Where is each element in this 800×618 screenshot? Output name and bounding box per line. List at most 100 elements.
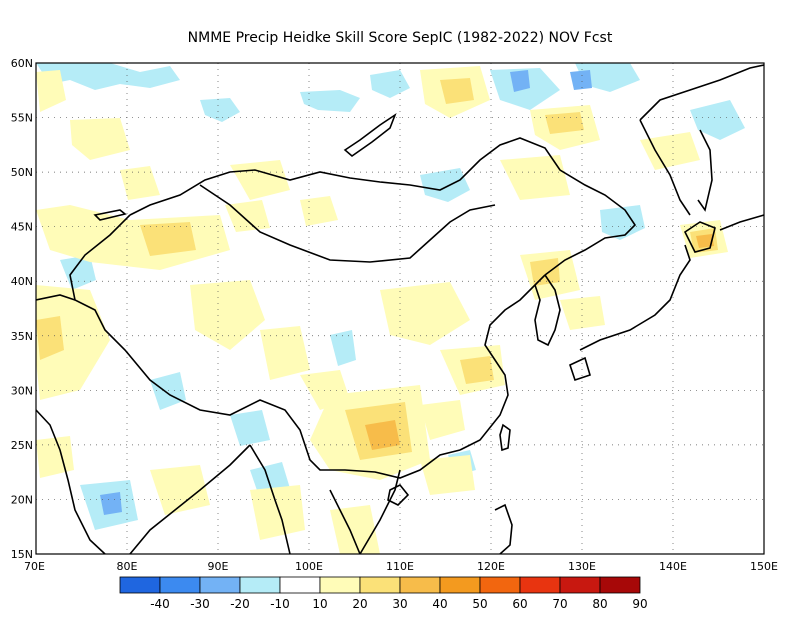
colorbar-label: 60 xyxy=(512,597,527,611)
pos-patch xyxy=(36,70,66,112)
latitude-tick-label: 15N xyxy=(11,548,33,561)
map-title: NMME Precip Heidke Skill Score SepIC (19… xyxy=(188,30,613,46)
neg-patch xyxy=(600,205,645,240)
lake-balkhash xyxy=(93,209,127,221)
colorbar-label: 70 xyxy=(552,597,567,611)
colorbar-label: 50 xyxy=(472,597,487,611)
skill-fill-patches xyxy=(36,63,745,554)
neg-patch-strong xyxy=(100,492,122,515)
latitude-tick-label: 35N xyxy=(11,330,33,343)
latitude-tick-label: 20N xyxy=(11,493,33,506)
pos-patch xyxy=(36,285,110,400)
colorbar-swatch xyxy=(599,576,641,594)
neg-patch-strong xyxy=(570,70,592,90)
colorbar-label: 90 xyxy=(632,597,647,611)
india-east-coast xyxy=(129,444,251,554)
longitude-tick-label: 130E xyxy=(568,560,596,573)
india-west-coast xyxy=(36,409,106,554)
west-border xyxy=(36,294,76,301)
neg-patch xyxy=(690,100,745,140)
colorbar-swatch xyxy=(439,576,481,594)
pos-patch xyxy=(70,118,130,160)
sakhalin-island xyxy=(697,129,713,212)
pos-patch xyxy=(380,282,470,345)
china-east-coast xyxy=(459,274,546,451)
neg-patch xyxy=(330,330,356,366)
neg-patch xyxy=(420,168,470,202)
pos-patch xyxy=(150,465,210,515)
pos-patch-strong xyxy=(530,258,560,286)
indochina-east xyxy=(359,469,401,554)
pos-patch xyxy=(500,155,570,200)
colorbar-swatch xyxy=(359,576,401,594)
pos-patch-strong xyxy=(440,78,474,104)
colorbar-label: -20 xyxy=(230,597,250,611)
kyushu-island xyxy=(569,356,591,382)
neg-patch-strong xyxy=(510,70,530,92)
pos-patch xyxy=(560,296,605,330)
pos-patch xyxy=(36,205,230,270)
map-plot-area xyxy=(35,62,765,555)
luzon-island xyxy=(494,503,513,554)
china-south-border xyxy=(69,214,461,479)
colorbar-swatch xyxy=(279,576,321,594)
negative-10-patches xyxy=(36,63,745,530)
pos-patch-orange xyxy=(696,234,714,248)
longitude-tick-label: 150E xyxy=(750,560,778,573)
longitude-tick-label: 80E xyxy=(117,560,138,573)
pos-patch-strong xyxy=(140,222,196,256)
pos-patch-strong xyxy=(545,112,584,134)
colorbar-swatch xyxy=(319,576,361,594)
pos-patch xyxy=(640,132,700,170)
longitude-tick-label: 110E xyxy=(386,560,414,573)
latitude-labels: 15N 20N 25N 30N 35N 40N 45N 50N 55N 60N xyxy=(11,57,33,561)
neg-patch xyxy=(370,70,410,98)
neg-patch xyxy=(300,90,360,112)
longitude-tick-label: 140E xyxy=(659,560,687,573)
pos-patch xyxy=(420,400,465,440)
pos-patch xyxy=(190,280,265,350)
positive-30-patches xyxy=(365,234,714,450)
china-north-border xyxy=(129,137,637,276)
colorbar-label: 20 xyxy=(352,597,367,611)
longitude-tick-label: 120E xyxy=(477,560,505,573)
negative-20-patches xyxy=(100,70,592,515)
hokkaido-island xyxy=(683,221,716,253)
pos-patch-strong xyxy=(36,316,64,360)
hainan-island xyxy=(387,483,410,506)
longitude-tick-label: 70E xyxy=(24,560,45,573)
colorbar: -40 -30 -20 -10 10 20 30 40 50 60 70 80 90 xyxy=(119,576,648,611)
pos-patch xyxy=(250,485,305,540)
latitude-tick-label: 25N xyxy=(11,439,33,452)
latitude-tick-label: 45N xyxy=(11,221,33,234)
pos-patch xyxy=(300,196,338,226)
colorbar-label: -30 xyxy=(190,597,210,611)
longitude-tick-label: 100E xyxy=(295,560,323,573)
latitude-tick-label: 55N xyxy=(11,112,33,125)
latitude-tick-label: 30N xyxy=(11,384,33,397)
colorbar-swatch xyxy=(479,576,521,594)
colorbar-swatch xyxy=(199,576,241,594)
pos-patch xyxy=(260,326,310,380)
map-frame xyxy=(35,62,765,555)
pos-patch-orange xyxy=(365,420,400,450)
longitude-labels: 70E 80E 90E 100E 110E 120E 130E 140E 150E xyxy=(24,560,778,573)
lake-baikal xyxy=(343,112,397,158)
colorbar-label: -10 xyxy=(270,597,290,611)
pos-patch xyxy=(120,166,160,200)
okhotsk-coast xyxy=(639,64,764,121)
pos-patch xyxy=(420,455,475,495)
latitude-tick-label: 60N xyxy=(11,57,33,70)
neg-patch xyxy=(230,410,270,446)
colorbar-label: -40 xyxy=(150,597,170,611)
colorbar-swatch xyxy=(519,576,561,594)
kuril-islands xyxy=(719,214,764,231)
coastlines-and-borders xyxy=(36,64,764,554)
honshu-island xyxy=(579,244,691,351)
colorbar-swatch xyxy=(159,576,201,594)
neg-patch xyxy=(200,98,240,122)
colorbar-swatch xyxy=(239,576,281,594)
mongolia-south-border xyxy=(199,184,496,263)
neg-patch xyxy=(150,372,186,410)
